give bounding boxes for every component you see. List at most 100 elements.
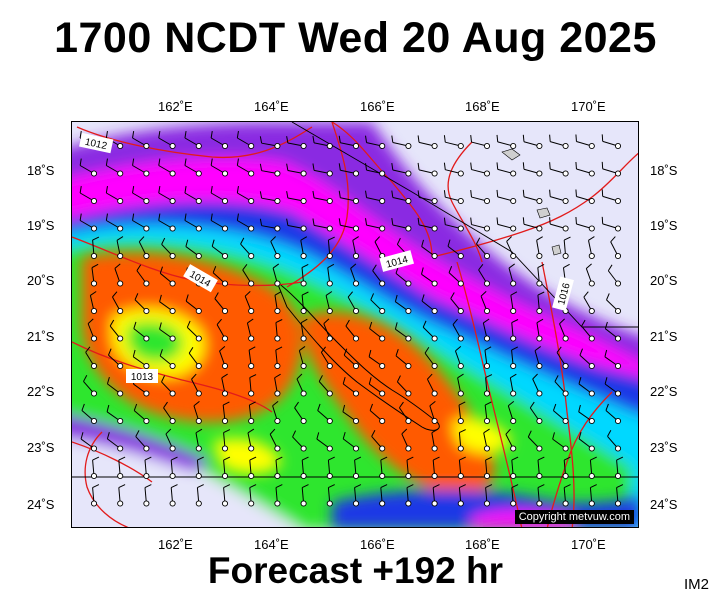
wind-barb-feather [338,190,341,198]
wind-station-dot [117,307,124,315]
wind-station-dot [405,362,412,370]
wind-station-dot [195,417,202,425]
wind-station-dot [274,197,281,205]
wind-station-dot [457,252,464,260]
wind-station-dot [614,500,622,507]
wind-station-dot [326,280,333,287]
wind-barb-feather [105,158,108,166]
wind-station-dot [379,197,386,205]
wind-barb-feather [537,291,545,296]
wind-barb-feather [496,134,499,142]
wind-barb-feather [506,236,512,242]
wind-barb-feather [81,403,85,411]
wind-station-dot [169,472,176,480]
wind-station-dot [562,252,569,260]
wind-station-dot [274,362,281,370]
wind-barb-feather [579,348,583,356]
wind-station-dot [195,170,202,177]
wind-barb-feather [158,158,161,166]
wind-barb-feather [312,163,315,171]
wind-station-dot [300,500,307,507]
wind-station-dot [614,417,622,425]
wind-station-dot [326,170,333,177]
wind-station-dot [90,307,98,315]
wind-barb-feather [485,484,493,489]
wind-barb-feather [188,347,194,354]
wind-station-dot [300,225,307,232]
svg-text:1013: 1013 [131,372,154,383]
wind-barb-feather [559,318,565,325]
wind-barb-feather [294,401,299,409]
wind-barb-feather [105,186,108,194]
wind-station-dot [457,307,464,315]
wind-barb-feather [365,135,368,143]
wind-barb-feather [328,484,335,489]
wind-barb-feather [132,349,136,357]
wind-station-dot [169,335,176,342]
wind-barb-feather [421,239,425,247]
wind-station-dot [562,362,569,370]
wind-station-dot [117,225,124,232]
wind-barb-feather [317,403,321,411]
wind-station-dot [248,307,255,315]
wind-barb-feather [272,401,279,407]
wind-station-dot [614,307,622,315]
wind-station-dot [431,252,438,260]
wind-barb-feather [417,135,420,143]
wind-station-dot [483,417,491,425]
wind-barb-feather [534,346,541,352]
wind-barb-feather [508,263,515,269]
wind-station-dot [352,390,360,397]
wind-station-dot [379,472,386,480]
wind-barb-feather [604,377,608,385]
wind-barb-feather [532,373,538,380]
wind-station-dot [169,142,176,150]
wind-station-dot [536,417,543,425]
wind-station-dot [379,142,386,150]
wind-station-dot [379,170,386,177]
wind-barb-feather [443,190,446,198]
wind-station-dot [143,252,150,260]
wind-barb-feather [212,266,217,273]
wind-barb-feather [135,430,140,437]
wind-barb-feather [136,264,142,271]
wind-barb-feather [556,346,562,353]
wind-barb-feather [365,190,368,198]
wind-station-dot [536,252,543,260]
wind-barb-feather [79,186,82,194]
wind-barb-feather [236,158,239,166]
wind-station-dot [352,280,360,287]
wind-barb-feather [158,186,161,194]
wind-barb-feather [505,428,511,435]
wind-station-dot [536,362,543,370]
wind-barb-feather [522,217,525,225]
wind-station-dot [457,390,464,397]
wind-station-dot [614,445,622,452]
wind-barb-feather [443,135,446,143]
wind-station-dot [588,307,595,315]
wind-barb-feather [563,456,571,461]
wind-station-dot [457,472,464,480]
wind-barb-feather [158,213,161,221]
wind-station-dot [483,335,491,342]
wind-station-dot [483,142,491,150]
wind-barb-feather [496,217,499,225]
wind-station-dot [221,335,229,342]
wind-station-dot [562,142,569,150]
wind-barb-feather [286,218,289,226]
wind-barb-feather [563,484,571,489]
wind-station-dot [90,170,98,177]
wind-station-dot [405,417,412,425]
lat-tick-left: 23˚S [27,440,55,455]
wind-barb-feather [372,264,377,271]
wind-station-dot [405,170,412,177]
wind-station-dot [536,280,543,287]
wind-station-dot [248,500,255,507]
copyright-label: Copyright metvuw.com [514,510,634,524]
wind-barb-feather [588,236,595,241]
wind-station-dot [352,307,360,315]
wind-barb-feather [249,401,256,406]
wind-station-dot [248,280,255,287]
wind-barb-feather [112,291,118,298]
wind-barb-feather [185,239,189,247]
